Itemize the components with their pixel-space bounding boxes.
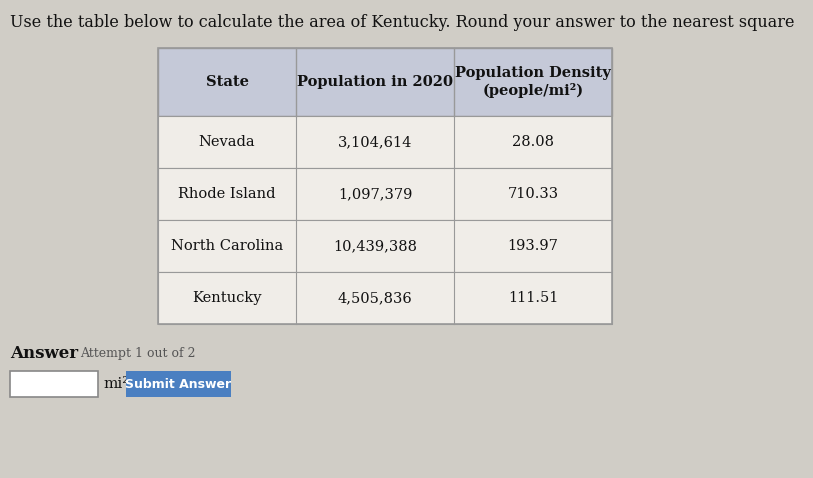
Text: Nevada: Nevada — [198, 135, 255, 149]
Text: Attempt 1 out of 2: Attempt 1 out of 2 — [80, 348, 195, 360]
Bar — [158, 48, 612, 116]
Text: Population Density
(people/mi²): Population Density (people/mi²) — [455, 65, 611, 98]
Text: 111.51: 111.51 — [508, 291, 559, 305]
Text: 1,097,379: 1,097,379 — [338, 187, 412, 201]
Text: Population in 2020: Population in 2020 — [297, 75, 453, 89]
Text: 10,439,388: 10,439,388 — [333, 239, 417, 253]
Bar — [158, 168, 612, 220]
Text: North Carolina: North Carolina — [171, 239, 283, 253]
Bar — [126, 371, 231, 397]
Text: 3,104,614: 3,104,614 — [338, 135, 412, 149]
Text: 4,505,836: 4,505,836 — [337, 291, 412, 305]
Text: 193.97: 193.97 — [507, 239, 559, 253]
Text: Use the table below to calculate the area of Kentucky. Round your answer to the : Use the table below to calculate the are… — [10, 13, 800, 31]
Text: 710.33: 710.33 — [507, 187, 559, 201]
Text: Kentucky: Kentucky — [192, 291, 262, 305]
Bar — [158, 272, 612, 324]
Bar — [158, 116, 612, 168]
Bar — [158, 220, 612, 272]
Text: 28.08: 28.08 — [512, 135, 554, 149]
Text: mi²: mi² — [103, 377, 128, 391]
Text: State: State — [206, 75, 249, 89]
Text: Rhode Island: Rhode Island — [178, 187, 276, 201]
Bar — [10, 371, 98, 397]
Text: Submit Answer: Submit Answer — [125, 378, 232, 391]
Text: Answer: Answer — [10, 346, 78, 362]
Bar — [158, 48, 612, 324]
